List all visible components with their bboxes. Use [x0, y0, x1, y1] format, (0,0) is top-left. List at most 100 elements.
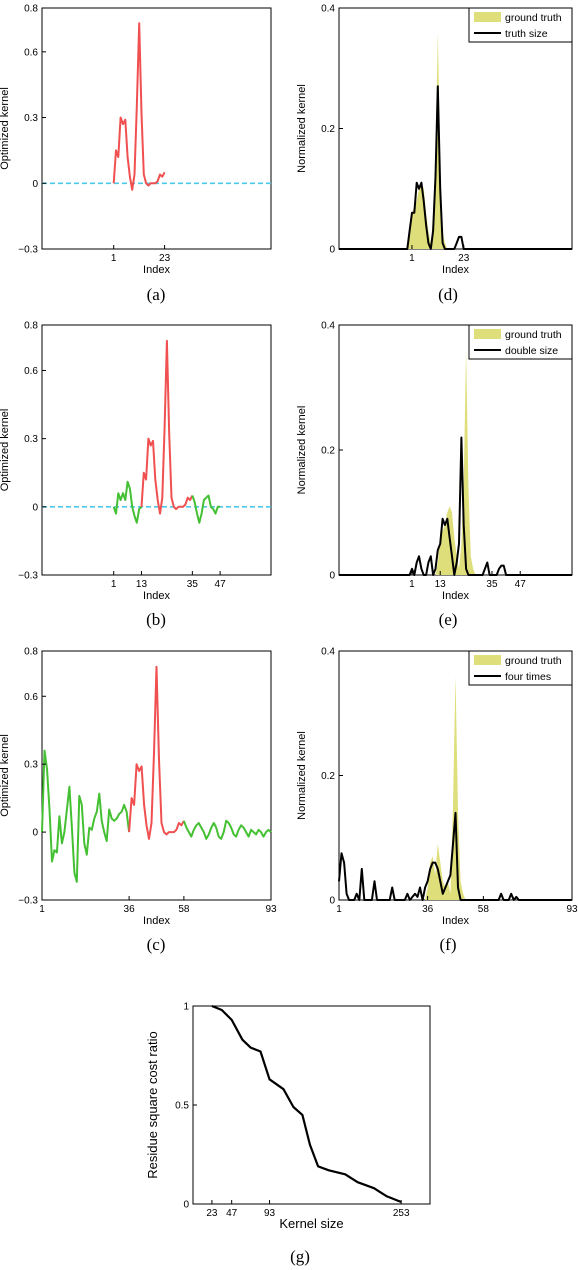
legend-label: truth size	[505, 28, 548, 40]
x-axis-label: Index	[442, 264, 469, 276]
panel-caption: (f)	[440, 935, 457, 954]
y-tick-label: 0.4	[321, 321, 335, 332]
y-tick-label: 0	[329, 896, 335, 907]
x-tick-label: 23	[206, 1208, 218, 1219]
y-tick-label: 0	[329, 245, 335, 256]
plot-frame	[41, 650, 272, 901]
x-tick-label: 35	[486, 579, 498, 590]
series-line-0	[339, 85, 572, 250]
chart-panel-f: 0 0.2 0.4 1 36 58 93 Index Normalized kernel grou…	[296, 647, 578, 955]
y-tick-label: 0.6	[24, 366, 38, 377]
y-tick-label: 0.3	[24, 760, 38, 771]
series-line-1	[128, 665, 185, 840]
x-tick-label: 1	[111, 253, 117, 264]
y-tick-label: 0.6	[24, 692, 38, 703]
y-tick-label: 0.3	[24, 113, 38, 124]
x-tick-label: 47	[226, 1208, 238, 1219]
panel-caption: (e)	[439, 610, 458, 629]
x-tick-label: 58	[178, 904, 190, 915]
panel-caption: (a)	[147, 285, 166, 304]
legend-swatch-area	[474, 329, 501, 339]
y-axis-label: Normalized kernel	[296, 84, 308, 173]
x-axis-label: Index	[143, 264, 170, 276]
y-tick-label: −0.3	[18, 245, 38, 256]
legend-label: double size	[505, 345, 558, 357]
x-axis-label: Index	[143, 915, 170, 927]
x-tick-label: 35	[187, 579, 199, 590]
x-axis-label: Index	[442, 915, 469, 927]
x-tick-label: 13	[435, 579, 447, 590]
x-tick-label: 58	[478, 904, 490, 915]
x-tick-label: 23	[159, 253, 171, 264]
y-tick-label: 0.2	[321, 771, 335, 782]
series-line-0	[112, 480, 143, 524]
x-axis-label: Index	[442, 590, 469, 602]
series-line-0	[339, 436, 572, 576]
panel-caption: (b)	[146, 610, 166, 629]
series-line-1	[140, 339, 194, 515]
y-tick-label: 0.8	[24, 647, 38, 658]
y-tick-label: 0	[183, 1200, 189, 1211]
y-tick-label: 0.5	[175, 1101, 189, 1112]
legend: ground truth truth size	[468, 7, 573, 43]
panel-caption: (g)	[290, 1247, 310, 1266]
x-tick-label: 23	[458, 253, 470, 264]
legend: ground truth four times	[468, 650, 573, 686]
y-tick-label: 0	[32, 502, 38, 513]
x-tick-label: 93	[264, 1208, 276, 1219]
x-tick-label: 1	[336, 904, 342, 915]
x-tick-label: 93	[265, 904, 277, 915]
legend-swatch-area	[474, 12, 501, 22]
plot-frame	[338, 324, 573, 576]
x-tick-label: 13	[136, 579, 148, 590]
y-axis-label: Optimized kernel	[0, 87, 11, 170]
legend-label: four times	[505, 671, 551, 683]
y-tick-label: 0.3	[24, 434, 38, 445]
chart-panel-b: −0.3 0 0.3 0.6 0.8 1 13 35 47 Index Optimized kern…	[0, 321, 272, 629]
y-tick-label: 0.2	[321, 446, 335, 457]
y-tick-label: 0.8	[24, 4, 38, 15]
x-tick-label: 253	[393, 1208, 410, 1219]
series-line-2	[191, 494, 221, 524]
series-line-0	[211, 1004, 402, 1204]
ground-truth-area	[422, 675, 471, 900]
y-axis-label: Normalized kernel	[296, 731, 308, 820]
legend-swatch-area	[474, 655, 501, 665]
x-tick-label: 36	[422, 904, 434, 915]
chart-panel-e: 0 0.2 0.4 1 13 35 47 Index Normalized kernel grou…	[296, 321, 573, 629]
panel-caption: (d)	[438, 285, 458, 304]
x-tick-label: 1	[39, 904, 45, 915]
y-tick-label: 0.6	[24, 47, 38, 58]
series-line-0	[112, 22, 166, 191]
y-tick-label: 0.8	[24, 321, 38, 332]
chart-panel-c: −0.3 0 0.3 0.6 0.8 1 36 58 93 Index Optimized kern…	[0, 647, 277, 955]
x-axis-label: Index	[143, 590, 170, 602]
series-line-0	[338, 811, 572, 901]
x-tick-label: 36	[124, 904, 136, 915]
legend: ground truth double size	[468, 324, 573, 360]
y-axis-label: Normalized kernel	[296, 406, 308, 495]
series-line-0	[41, 749, 131, 883]
plot-frame	[41, 7, 272, 250]
y-axis-label: Optimized kernel	[0, 409, 11, 492]
series-line-2	[182, 819, 272, 840]
x-axis-label: Kernel size	[279, 1216, 343, 1231]
legend-label: ground truth	[505, 12, 562, 24]
y-tick-label: 0.4	[321, 647, 335, 658]
legend-label: ground truth	[505, 655, 562, 667]
y-tick-label: 0.2	[321, 124, 335, 135]
plot-frame	[338, 7, 573, 250]
y-tick-label: 0	[32, 828, 38, 839]
ground-truth-area	[433, 350, 478, 575]
y-tick-label: 0.4	[321, 4, 335, 15]
x-tick-label: 93	[566, 904, 578, 915]
chart-panel-g: 0 0.5 1 23 47 93 253 Kernel size Residue square …	[145, 1002, 431, 1266]
panel-caption: (c)	[147, 935, 166, 954]
plot-frame	[192, 1005, 431, 1205]
legend-label: ground truth	[505, 329, 562, 341]
y-axis-label: Residue square cost ratio	[145, 1031, 160, 1178]
y-tick-label: −0.3	[18, 571, 38, 582]
